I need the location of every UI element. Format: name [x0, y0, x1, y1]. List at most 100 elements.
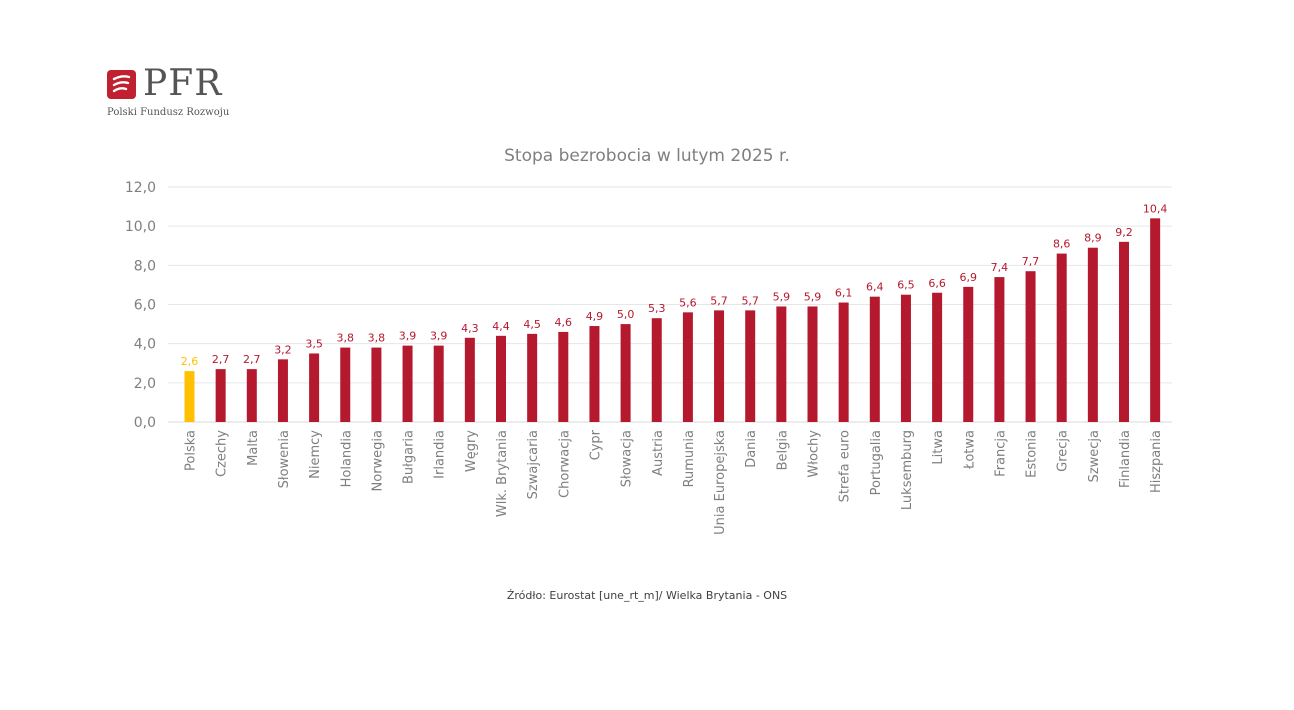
bar	[496, 335, 506, 422]
x-tick-label: Rumunia	[682, 430, 697, 487]
bar	[900, 294, 911, 422]
x-tick-label: Austria	[651, 430, 666, 476]
x-tick-label: Wlk. Brytania	[495, 430, 510, 517]
bar	[433, 345, 444, 422]
x-tick-label: Unia Europejska	[713, 430, 728, 535]
data-label: 5,9	[773, 290, 791, 303]
x-tick-label: Strefa euro	[838, 430, 853, 502]
bar	[963, 286, 974, 422]
data-label: 4,3	[461, 322, 479, 335]
bar	[651, 318, 662, 422]
bar	[807, 306, 818, 422]
x-tick-label: Estonia	[1025, 430, 1040, 478]
bar	[932, 292, 943, 422]
data-label: 6,5	[897, 279, 915, 292]
x-tick-label: Szwecja	[1087, 430, 1102, 482]
x-tick-label: Słowenia	[277, 430, 292, 488]
pfr-logo: PFR Polski Fundusz Rozwoju	[107, 64, 247, 122]
bar	[776, 306, 787, 422]
x-tick-label: Hiszpania	[1149, 430, 1164, 493]
bar	[869, 296, 880, 422]
data-label: 6,1	[835, 287, 853, 300]
x-tick-label: Szwajcaria	[526, 430, 541, 499]
bar	[1119, 241, 1129, 422]
x-tick-label: Czechy	[215, 430, 230, 477]
data-label: 3,8	[368, 332, 386, 345]
bar	[340, 347, 351, 422]
data-label: 2,6	[181, 355, 199, 368]
bar	[246, 369, 257, 422]
y-tick-label: 12,0	[125, 180, 156, 196]
x-tick-label: Niemcy	[308, 430, 323, 479]
x-tick-label: Norwegia	[370, 430, 385, 491]
x-tick-label: Malta	[246, 430, 261, 466]
x-tick-label: Litwa	[931, 430, 946, 465]
data-label: 5,7	[741, 294, 759, 307]
x-tick-label: Finlandia	[1118, 430, 1133, 488]
bar	[371, 347, 382, 422]
chart-title: Stopa bezrobocia w lutym 2025 r.	[504, 146, 790, 166]
data-label: 3,9	[430, 330, 448, 343]
y-tick-label: 0,0	[134, 415, 156, 431]
data-label: 4,9	[586, 310, 604, 323]
bar	[215, 369, 226, 422]
x-tick-label: Dania	[744, 430, 759, 468]
data-label: 4,6	[555, 316, 573, 329]
data-label: 3,9	[399, 330, 417, 343]
bar	[714, 310, 725, 422]
x-tick-label: Luksemburg	[900, 430, 915, 510]
x-tick-label: Cypr	[588, 429, 603, 460]
bar	[1150, 218, 1161, 422]
pfr-logo-icon	[107, 70, 136, 99]
data-label: 9,2	[1115, 226, 1133, 239]
data-label: 3,8	[337, 332, 355, 345]
data-label: 8,6	[1053, 238, 1071, 251]
data-label: 4,5	[523, 318, 541, 331]
bar	[589, 326, 600, 422]
data-label: 2,7	[243, 353, 261, 366]
bar	[838, 302, 849, 422]
data-label: 3,5	[305, 337, 323, 350]
bar	[309, 353, 320, 422]
data-label: 5,6	[679, 296, 697, 309]
bar	[620, 324, 631, 422]
bar	[277, 359, 288, 422]
source-note: Źródło: Eurostat [une_rt_m]/ Wielka Bryt…	[506, 589, 788, 602]
bar	[558, 331, 569, 422]
data-label: 5,7	[710, 294, 728, 307]
data-label: 5,9	[804, 290, 822, 303]
brand-name: PFR	[143, 63, 223, 104]
y-tick-label: 10,0	[125, 219, 156, 235]
data-label: 6,6	[928, 277, 946, 290]
bar	[994, 277, 1005, 422]
x-tick-label: Holandia	[339, 430, 354, 487]
bar	[682, 312, 693, 422]
x-tick-label: Francja	[993, 430, 1008, 477]
bar	[1087, 247, 1098, 422]
x-tick-label: Irlandia	[433, 430, 448, 479]
brand-subtitle: Polski Fundusz Rozwoju	[107, 107, 230, 118]
bar	[1025, 271, 1036, 422]
y-tick-label: 2,0	[134, 376, 156, 392]
data-label: 10,4	[1143, 202, 1168, 215]
x-tick-label: Słowacja	[620, 430, 635, 487]
bar	[745, 310, 756, 422]
y-tick-label: 8,0	[134, 258, 156, 274]
x-tick-label: Polska	[184, 430, 199, 471]
data-label: 4,4	[492, 320, 510, 333]
data-label: 7,7	[1022, 255, 1040, 268]
bar	[1056, 253, 1067, 422]
bar	[527, 333, 538, 422]
x-tick-label: Belgia	[775, 430, 790, 470]
data-label: 6,9	[960, 271, 978, 284]
x-tick-label: Portugalia	[869, 430, 884, 495]
x-tick-label: Węgry	[464, 430, 479, 472]
data-label: 8,9	[1084, 232, 1102, 245]
x-tick-label: Chorwacja	[557, 430, 572, 498]
data-label: 2,7	[212, 353, 230, 366]
x-tick-label: Łotwa	[962, 430, 977, 470]
bar-chart: 0,0 2,0 4,0 6,0 8,0 10,0 12,0 2,6 Polska 2,7 Czech…	[125, 180, 1172, 535]
data-label: 5,3	[648, 302, 666, 315]
data-label: 5,0	[617, 308, 635, 321]
y-tick-label: 4,0	[134, 337, 156, 353]
